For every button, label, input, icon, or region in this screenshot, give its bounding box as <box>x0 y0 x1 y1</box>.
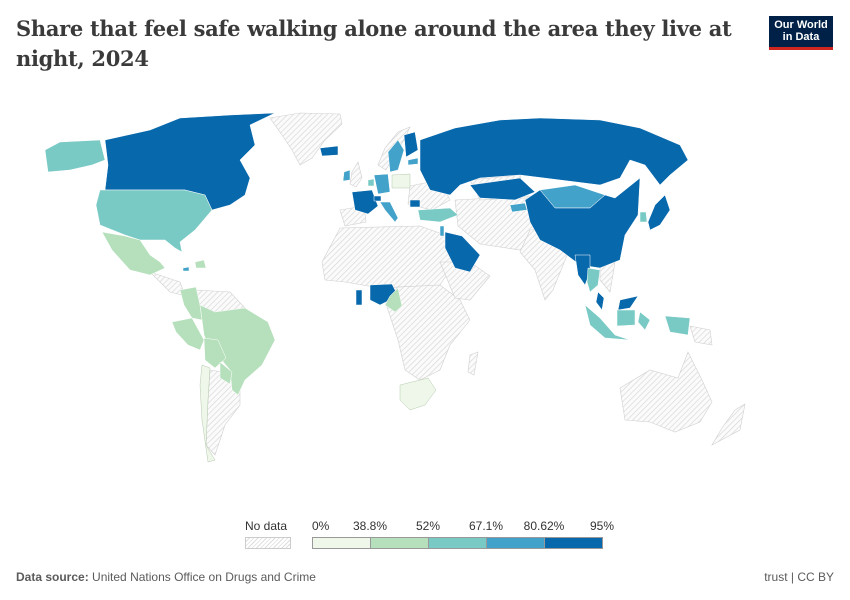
legend-bin-label: 67.1% <box>468 519 504 533</box>
country-united-states[interactable] <box>44 139 213 253</box>
legend-no-data-swatch[interactable] <box>245 537 291 549</box>
legend-bin-label: 52% <box>415 519 441 533</box>
country-central-africa[interactable] <box>379 284 471 381</box>
country-new-zealand[interactable] <box>711 403 746 446</box>
country-japan[interactable] <box>647 194 671 231</box>
country-saudi-arabia[interactable] <box>444 231 481 273</box>
world-map <box>44 112 746 463</box>
country-australia[interactable] <box>619 351 713 433</box>
country-poland[interactable] <box>391 173 411 189</box>
license[interactable]: trust | CC BY <box>764 570 834 584</box>
country-south-korea[interactable] <box>639 211 648 223</box>
country-sweden[interactable] <box>387 139 405 173</box>
country-thailand[interactable] <box>586 267 601 293</box>
country-indonesia[interactable] <box>584 304 691 341</box>
data-source-label: Data source: <box>16 570 89 584</box>
country-kyrgyzstan[interactable] <box>509 202 528 213</box>
country-central-america[interactable] <box>149 271 186 297</box>
country-switzerland[interactable] <box>373 195 382 202</box>
legend: No data 0% 38.8% 52% 67.1% 80.62% 95% <box>0 515 850 555</box>
legend-bin-swatch[interactable] <box>312 537 371 549</box>
country-italy[interactable] <box>379 201 399 223</box>
country-finland[interactable] <box>403 131 419 158</box>
legend-bin-swatch[interactable] <box>544 537 603 549</box>
country-kazakhstan[interactable] <box>469 177 536 201</box>
legend-bin-swatch[interactable] <box>486 537 545 549</box>
legend-bin-label: 80.62% <box>523 519 565 533</box>
legend-no-data-label: No data <box>245 519 288 533</box>
logo-line-2: in Data <box>782 31 820 43</box>
country-iceland[interactable] <box>319 145 339 157</box>
chart-title: Share that feel safe walking alone aroun… <box>16 16 732 71</box>
data-source-value[interactable]: United Nations Office on Drugs and Crime <box>92 570 316 584</box>
country-netherlands[interactable] <box>367 178 375 187</box>
country-papua-new-guinea[interactable] <box>689 325 713 346</box>
owid-logo[interactable]: Our World in Data <box>769 16 833 50</box>
logo-line-1: Our World <box>774 19 828 31</box>
country-greenland[interactable] <box>269 112 343 166</box>
country-malaysia[interactable] <box>595 291 639 311</box>
country-estonia[interactable] <box>407 157 419 166</box>
country-peru[interactable] <box>171 317 205 351</box>
legend-bin-swatch[interactable] <box>428 537 487 549</box>
legend-bin-swatch[interactable] <box>370 537 429 549</box>
country-jamaica[interactable] <box>182 266 190 272</box>
country-china[interactable] <box>524 177 641 269</box>
country-dominican-republic[interactable] <box>194 259 207 269</box>
country-ghana[interactable] <box>355 289 363 306</box>
country-ireland[interactable] <box>342 169 351 182</box>
country-south-africa[interactable] <box>399 377 437 411</box>
country-madagascar[interactable] <box>467 351 479 376</box>
country-mexico[interactable] <box>101 231 166 276</box>
country-chile[interactable] <box>199 364 216 463</box>
country-paraguay[interactable] <box>219 361 233 385</box>
country-israel[interactable] <box>439 225 445 237</box>
country-bulgaria[interactable] <box>409 199 421 208</box>
country-cameroon[interactable] <box>384 287 403 313</box>
data-source: Data source: United Nations Office on Dr… <box>16 570 316 584</box>
legend-end-label: 95% <box>589 519 615 533</box>
country-france[interactable] <box>351 189 379 215</box>
country-turkey[interactable] <box>417 207 459 223</box>
legend-bin-label: 0% <box>312 519 330 533</box>
country-germany[interactable] <box>373 173 391 195</box>
country-north-africa[interactable] <box>321 225 456 289</box>
legend-bin-label: 38.8% <box>352 519 388 533</box>
country-uk[interactable] <box>349 161 363 188</box>
country-russia[interactable] <box>419 117 689 196</box>
